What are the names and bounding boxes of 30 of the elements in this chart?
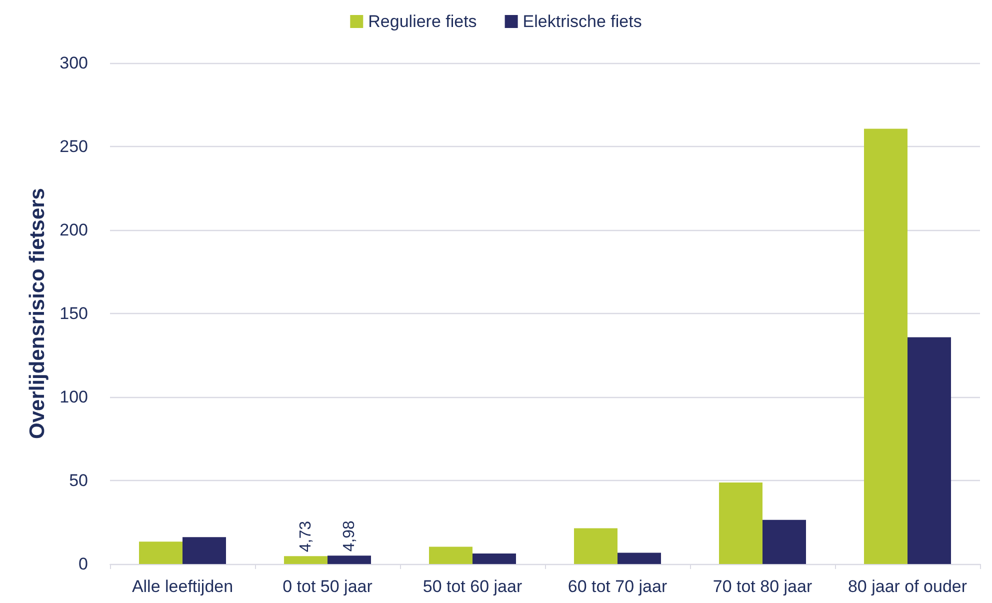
x-tick-label: 0 tot 50 jaar	[282, 577, 373, 596]
x-tick-label: 70 tot 80 jaar	[712, 577, 812, 596]
x-tick-label: 80 jaar of ouder	[848, 577, 968, 596]
bar	[574, 528, 618, 564]
bar	[429, 546, 472, 564]
x-tick-label: Alle leeftijden	[132, 577, 234, 596]
legend-label: Elektrische fiets	[522, 12, 642, 31]
y-tick-label: 200	[60, 220, 88, 240]
bar	[908, 337, 951, 564]
y-tick-label: 300	[60, 54, 88, 72]
bar	[864, 128, 908, 564]
bar	[618, 552, 661, 564]
bar	[139, 542, 182, 564]
y-tick-label: 50	[69, 471, 88, 490]
legend-label: Reguliere fiets	[368, 12, 477, 31]
bar	[284, 556, 328, 564]
y-tick-label: 0	[78, 554, 88, 574]
bar	[762, 520, 806, 564]
y-tick-label: 150	[60, 304, 88, 323]
y-tick-label: 250	[60, 137, 88, 156]
y-tick-label: 100	[60, 388, 88, 406]
bar	[472, 553, 516, 564]
data-label: 4,73	[297, 520, 314, 552]
x-tick-label: 50 tot 60 jaar	[422, 577, 522, 596]
bar	[182, 537, 226, 564]
bar	[719, 482, 762, 564]
y-axis-title: Overlijdensrisico fietsers	[26, 188, 49, 439]
bar	[328, 556, 371, 564]
x-tick-label: 60 tot 70 jaar	[568, 577, 668, 596]
data-label: 4,98	[340, 520, 358, 552]
